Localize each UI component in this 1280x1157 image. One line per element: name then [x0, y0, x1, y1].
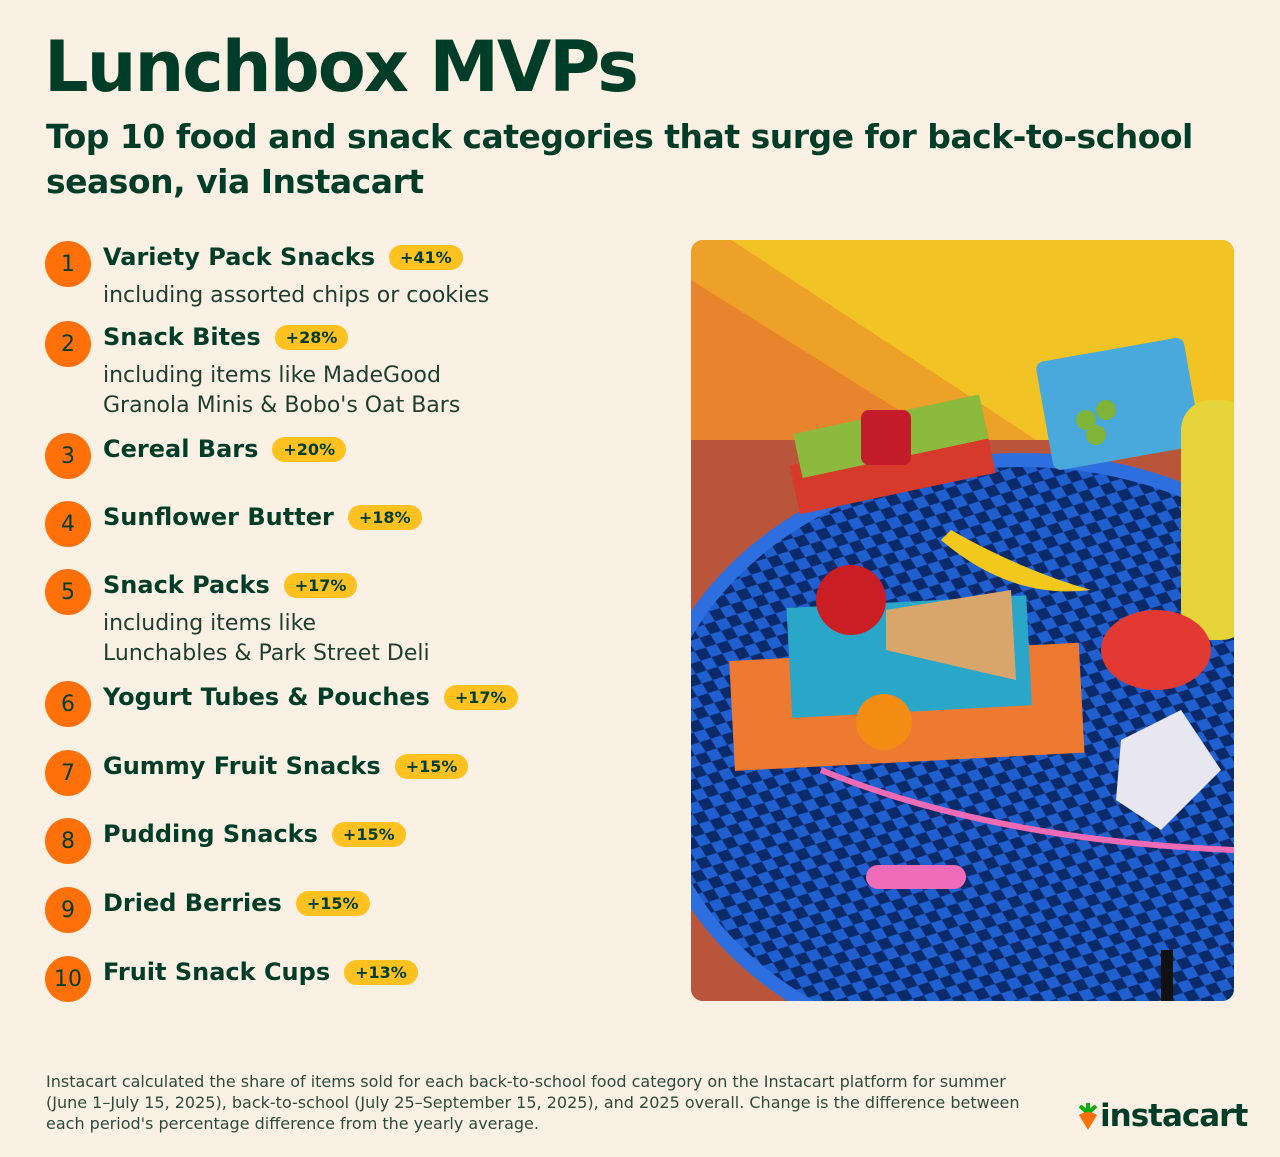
change-pill: +41%	[389, 244, 463, 270]
category-name: Dried Berries	[103, 889, 282, 917]
item-heading: Gummy Fruit Snacks +15%	[103, 752, 469, 780]
rank-badge: 4	[45, 501, 91, 547]
category-name: Yogurt Tubes & Pouches	[103, 683, 430, 711]
description-line: including items like MadeGood	[103, 363, 441, 388]
category-name: Pudding Snacks	[103, 820, 318, 848]
item-heading: Yogurt Tubes & Pouches +17%	[103, 683, 518, 711]
category-name: Snack Packs	[103, 571, 270, 599]
rank-badge: 8	[45, 818, 91, 864]
item-heading: Dried Berries +15%	[103, 889, 370, 917]
rank-badge: 1	[45, 241, 91, 287]
change-pill: +18%	[347, 504, 422, 530]
change-pill: +17%	[443, 684, 518, 710]
description-line: including items like	[103, 611, 317, 636]
change-pill: +20%	[272, 436, 347, 462]
rank-badge: 3	[45, 433, 91, 479]
footnote: Instacart calculated the share of items …	[46, 1072, 1020, 1133]
category-name: Snack Bites	[103, 323, 261, 351]
item-heading: Variety Pack Snacks +41%	[103, 243, 463, 271]
rank-badge: 6	[45, 681, 91, 727]
rank-badge: 9	[45, 887, 91, 933]
lunch-photo	[691, 240, 1234, 1001]
rank-badge: 7	[45, 750, 91, 796]
category-name: Gummy Fruit Snacks	[103, 752, 381, 780]
item-heading: Sunflower Butter +18%	[103, 503, 422, 531]
change-pill: +28%	[274, 324, 349, 350]
item-heading: Snack Packs +17%	[103, 571, 358, 599]
rank-badge: 5	[45, 569, 91, 615]
description-line: including assorted chips or cookies	[103, 283, 490, 308]
category-name: Variety Pack Snacks	[103, 243, 375, 271]
rank-badge: 2	[45, 321, 91, 367]
category-description: including items like Lunchables & Park St…	[103, 609, 430, 669]
rank-badge: 10	[45, 956, 91, 1002]
carrot-icon	[1078, 1103, 1098, 1130]
brand-logo: instacart	[1076, 1098, 1248, 1134]
item-heading: Pudding Snacks +15%	[103, 820, 406, 848]
title: Lunchbox MVPs	[44, 26, 639, 108]
subtitle: Top 10 food and snack categories that su…	[46, 117, 1193, 201]
category-description: including assorted chips or cookies	[103, 281, 489, 311]
item-heading: Fruit Snack Cups +13%	[103, 958, 418, 986]
item-heading: Snack Bites +28%	[103, 323, 349, 351]
category-description: including items like MadeGood Granola Min…	[103, 361, 460, 421]
change-pill: +15%	[331, 821, 406, 847]
category-name: Cereal Bars	[103, 435, 259, 463]
change-pill: +15%	[394, 753, 469, 779]
brand-name: instacart	[1100, 1098, 1248, 1134]
item-heading: Cereal Bars +20%	[103, 435, 347, 463]
category-name: Fruit Snack Cups	[103, 958, 331, 986]
change-pill: +13%	[344, 959, 418, 985]
change-pill: +15%	[295, 890, 370, 916]
description-line: Granola Minis & Bobo's Oat Bars	[103, 393, 461, 418]
category-name: Sunflower Butter	[103, 503, 334, 531]
description-line: Lunchables & Park Street Deli	[103, 641, 430, 666]
change-pill: +17%	[283, 572, 358, 598]
